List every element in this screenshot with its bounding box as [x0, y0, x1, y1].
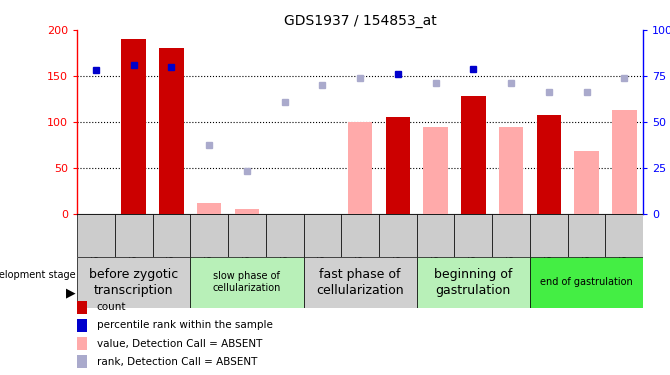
Text: development stage: development stage — [0, 270, 76, 280]
Bar — [348, 122, 373, 214]
Bar — [228, 214, 266, 257]
Bar — [77, 319, 87, 332]
Bar — [77, 214, 115, 257]
Text: before zygotic
transcription: before zygotic transcription — [89, 268, 178, 297]
Bar — [190, 257, 304, 307]
Bar — [574, 151, 599, 214]
Text: beginning of
gastrulation: beginning of gastrulation — [434, 268, 513, 297]
Text: value, Detection Call = ABSENT: value, Detection Call = ABSENT — [96, 339, 262, 348]
Bar — [153, 214, 190, 257]
Bar — [423, 128, 448, 214]
Text: count: count — [96, 303, 126, 312]
Text: ▶: ▶ — [66, 286, 76, 299]
Text: rank, Detection Call = ABSENT: rank, Detection Call = ABSENT — [96, 357, 257, 366]
Bar — [417, 214, 454, 257]
Bar — [530, 257, 643, 307]
Text: percentile rank within the sample: percentile rank within the sample — [96, 321, 273, 330]
Text: slow phase of
cellularization: slow phase of cellularization — [212, 271, 281, 293]
Bar — [115, 214, 153, 257]
Title: GDS1937 / 154853_at: GDS1937 / 154853_at — [284, 13, 436, 28]
Bar — [77, 355, 87, 368]
Bar — [379, 214, 417, 257]
Bar — [77, 337, 87, 350]
Bar — [266, 214, 304, 257]
Bar — [77, 301, 87, 314]
Bar — [417, 257, 530, 307]
Bar — [197, 203, 221, 214]
Text: end of gastrulation: end of gastrulation — [540, 277, 633, 287]
Bar — [537, 114, 561, 214]
Bar — [606, 214, 643, 257]
Bar — [461, 96, 486, 214]
Text: fast phase of
cellularization: fast phase of cellularization — [316, 268, 404, 297]
Bar — [386, 117, 410, 214]
Bar — [341, 214, 379, 257]
Bar — [499, 128, 523, 214]
Bar — [454, 214, 492, 257]
Bar — [234, 209, 259, 214]
Bar — [304, 214, 341, 257]
Bar — [190, 214, 228, 257]
Bar — [77, 257, 190, 307]
Bar — [121, 39, 146, 214]
Bar — [567, 214, 606, 257]
Bar — [159, 48, 184, 214]
Bar — [530, 214, 567, 257]
Bar — [612, 110, 636, 214]
Bar — [492, 214, 530, 257]
Bar — [304, 257, 417, 307]
